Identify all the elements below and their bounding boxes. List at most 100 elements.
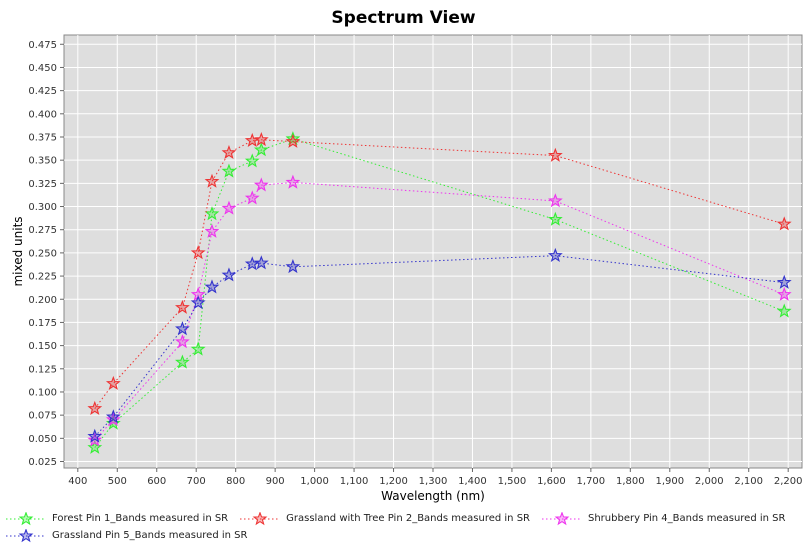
data-point-star[interactable] [221,200,237,215]
legend-label: Grassland with Tree Pin 2_Bands measured… [286,513,530,524]
data-point-star[interactable] [190,245,206,260]
x-tick-label: 1,100 [340,476,369,487]
series-1 [87,131,792,454]
legend-item[interactable]: Grassland with Tree Pin 2_Bands measured… [240,511,530,526]
data-point-star[interactable] [190,295,206,310]
data-point-star[interactable] [253,142,269,157]
data-point-star[interactable] [547,247,563,262]
legend-label: Grassland Pin 5_Bands measured in SR [52,530,248,541]
data-point-star[interactable] [253,131,269,147]
data-point-star[interactable] [285,133,301,148]
series-line [94,255,785,437]
grid [64,35,802,468]
y-tick-label: 0.075 [28,411,57,422]
legend-row: Forest Pin 1_Bands measured in SR Grassla… [6,510,801,527]
x-tick-label: 1,800 [616,476,645,487]
x-tick-label: 1,900 [655,476,684,487]
legend-swatch [6,511,46,525]
data-point-star[interactable] [776,274,792,289]
x-tick-label: 1,600 [537,476,566,487]
x-tick-label: 400 [68,476,87,487]
data-point-star[interactable] [221,267,237,282]
y-tick-label: 0.375 [28,132,57,143]
series-layer [87,131,792,454]
x-tick-label: 1,000 [300,476,329,487]
legend-swatch [6,528,46,542]
x-tick-label: 1,500 [498,476,527,487]
series-line [94,138,785,448]
series-4 [87,247,792,443]
data-point-star[interactable] [105,375,121,390]
data-point-star[interactable] [776,216,792,231]
x-tick-label: 1,200 [379,476,408,487]
legend-star-icon [18,511,34,525]
x-axis-label: Wavelength (nm) [381,489,485,503]
data-point-star[interactable] [190,341,206,356]
y-tick-label: 0.100 [28,387,57,398]
x-tick-label: 500 [108,476,127,487]
data-point-star[interactable] [547,147,563,162]
data-point-star[interactable] [204,173,220,188]
data-point-star[interactable] [175,321,190,336]
legend-star-icon [252,511,268,525]
data-point-star[interactable] [547,193,563,208]
data-point-star[interactable] [87,428,103,443]
y-tick-label: 0.150 [28,341,57,352]
data-point-star[interactable] [221,163,237,178]
legend-swatch [240,511,281,525]
y-tick-label: 0.475 [28,40,57,51]
y-tick-label: 0.450 [28,63,57,74]
legend-star-icon [554,511,570,525]
axis-ticks: 400 500 600 700 800 900 1,000 1,100 1,200 1,300 1,… [28,40,802,487]
data-point-star[interactable] [244,190,260,205]
y-tick-label: 0.250 [28,248,57,259]
x-tick-label: 1,400 [458,476,487,487]
legend: Forest Pin 1_Bands measured in SR Grassla… [6,510,801,544]
y-tick-label: 0.400 [28,109,57,120]
data-point-star[interactable] [285,259,301,274]
data-point-star[interactable] [285,174,301,189]
y-axis-label: mixed units [11,216,25,286]
data-point-star[interactable] [204,279,220,294]
data-point-star[interactable] [253,177,269,192]
series-line [94,139,785,409]
data-point-star[interactable] [175,299,190,314]
y-tick-label: 0.125 [28,364,57,375]
y-tick-label: 0.425 [28,86,57,97]
data-point-star[interactable] [221,144,237,160]
y-tick-label: 0.350 [28,156,57,167]
legend-label: Forest Pin 1_Bands measured in SR [52,513,229,524]
x-tick-label: 2,200 [774,476,803,487]
x-tick-label: 600 [147,476,166,487]
data-point-star[interactable] [87,439,103,454]
legend-item[interactable]: Forest Pin 1_Bands measured in SR [6,511,229,526]
y-tick-label: 0.325 [28,179,57,190]
data-point-star[interactable] [175,334,190,349]
x-tick-label: 2,100 [734,476,763,487]
y-tick-label: 0.050 [28,434,57,445]
x-tick-label: 1,700 [577,476,606,487]
data-point-star[interactable] [175,354,190,369]
data-point-star[interactable] [204,223,220,238]
data-point-star[interactable] [244,153,260,168]
x-tick-label: 1,300 [419,476,448,487]
data-point-star[interactable] [285,131,301,146]
legend-item[interactable]: Grassland Pin 5_Bands measured in SR [6,528,248,543]
data-point-star[interactable] [776,286,792,301]
data-point-star[interactable] [204,206,220,221]
legend-row: Grassland Pin 5_Bands measured in SR [6,527,801,544]
data-point-star[interactable] [105,409,121,424]
data-point-star[interactable] [547,211,563,226]
y-tick-label: 0.200 [28,295,57,306]
data-point-star[interactable] [87,400,103,415]
x-tick-label: 900 [266,476,285,487]
data-point-star[interactable] [776,303,792,318]
y-tick-label: 0.225 [28,272,57,283]
data-point-star[interactable] [253,255,269,270]
series-line [94,181,785,441]
legend-item[interactable]: Shrubbery Pin 4_Bands measured in SR [542,511,785,526]
legend-swatch [542,511,582,525]
legend-star-icon [18,528,34,542]
x-tick-label: 2,000 [695,476,724,487]
